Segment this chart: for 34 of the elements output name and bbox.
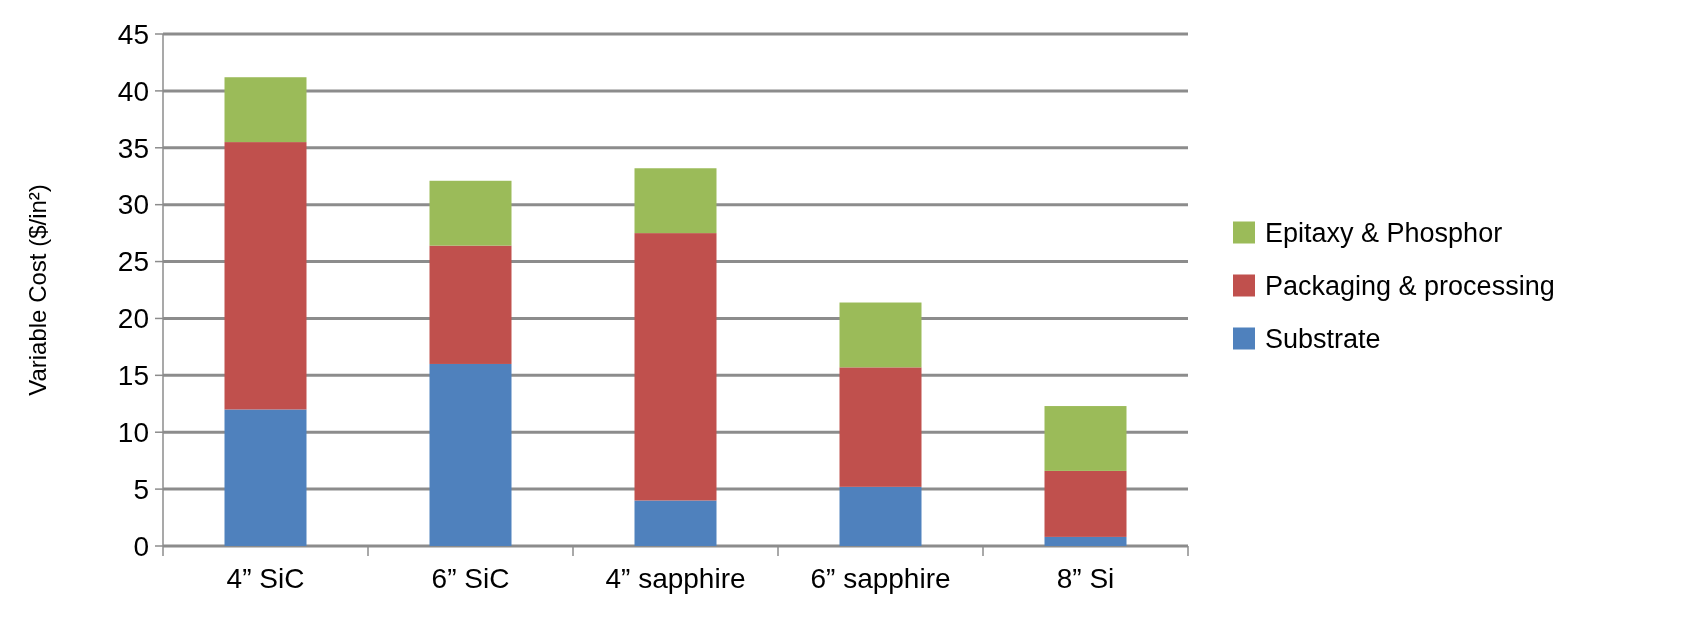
y-tick-label: 0	[133, 530, 149, 562]
bar	[839, 302, 922, 368]
y-tick-label: 25	[117, 246, 149, 278]
y-tick-label: 10	[117, 417, 149, 449]
bar	[634, 168, 717, 234]
bar	[429, 180, 512, 246]
bar	[1044, 470, 1127, 537]
y-tick-label: 15	[117, 360, 149, 392]
bar	[839, 486, 922, 546]
bar	[429, 363, 512, 546]
y-tick-label: 40	[117, 75, 149, 107]
bar	[1044, 406, 1127, 471]
x-tick-label: 6” SiC	[431, 563, 510, 594]
legend-label: Epitaxy & Phosphor	[1265, 217, 1503, 248]
y-tick-label: 30	[117, 189, 149, 221]
bar	[1044, 536, 1127, 546]
y-tick-label: 35	[117, 132, 149, 164]
x-tick-label: 8” Si	[1056, 563, 1115, 594]
legend-label: Packaging & processing	[1265, 270, 1555, 301]
bar	[429, 245, 512, 364]
y-axis-title: Variable Cost ($/in²)	[24, 184, 51, 396]
bar	[634, 233, 717, 501]
bar	[224, 142, 307, 410]
bar	[224, 77, 307, 143]
y-tick-label: 45	[117, 18, 149, 50]
bar	[839, 367, 922, 487]
x-tick-label: 4” SiC	[226, 563, 305, 594]
bar	[634, 500, 717, 546]
x-tick-label: 6” sapphire	[810, 563, 951, 594]
y-tick-label: 5	[133, 473, 149, 505]
y-tick-label: 20	[117, 303, 149, 335]
x-tick-label: 4” sapphire	[605, 563, 746, 594]
bar	[224, 409, 307, 546]
legend-label: Substrate	[1265, 323, 1381, 354]
